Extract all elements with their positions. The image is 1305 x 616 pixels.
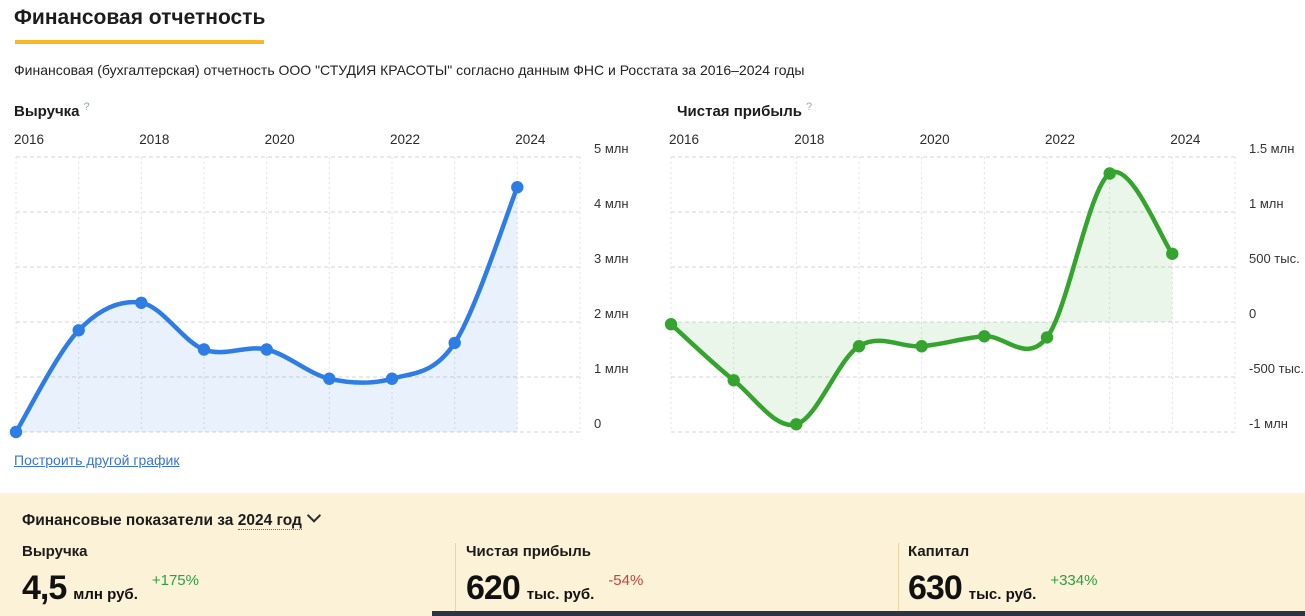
metric-change: -54% <box>608 572 644 589</box>
svg-text:2024: 2024 <box>515 132 546 147</box>
page-subtitle: Финансовая (бухгалтерская) отчетность ОО… <box>14 62 805 78</box>
svg-text:2018: 2018 <box>794 132 824 147</box>
svg-text:2024: 2024 <box>1170 132 1201 147</box>
panel-divider <box>455 543 456 616</box>
svg-text:0: 0 <box>1249 306 1256 321</box>
panel-divider <box>898 543 899 616</box>
net-profit-chart-title: Чистая прибыль? <box>677 101 812 120</box>
panel-header: Финансовые показатели за 2024 год <box>22 508 321 530</box>
svg-text:-500 тыс.: -500 тыс. <box>1249 361 1304 376</box>
svg-text:2016: 2016 <box>14 132 44 147</box>
help-icon[interactable]: ? <box>83 101 90 113</box>
revenue-chart-title: Выручка? <box>14 101 90 120</box>
metric-change: +334% <box>1050 572 1098 589</box>
metric-label: Выручка <box>22 543 88 560</box>
metric-unit: млн руб. <box>73 586 138 603</box>
svg-text:2018: 2018 <box>139 132 169 147</box>
metric-unit: тыс. руб. <box>968 586 1037 603</box>
revenue-chart-title-text: Выручка <box>14 103 80 120</box>
net-profit-chart-title-text: Чистая прибыль <box>677 103 802 120</box>
svg-text:500 тыс.: 500 тыс. <box>1249 251 1300 266</box>
metric-value: 4,5 <box>22 569 67 607</box>
financial-indicators-panel: Финансовые показатели за 2024 год Выручк… <box>0 493 1305 616</box>
metric-unit: тыс. руб. <box>526 586 595 603</box>
metric-net-profit: Чистая прибыль 620 тыс. руб. -54% <box>466 543 643 608</box>
metric-label: Капитал <box>908 543 970 560</box>
panel-header-prefix: Финансовые показатели за <box>22 512 234 529</box>
svg-text:2020: 2020 <box>265 132 295 147</box>
svg-text:3 млн: 3 млн <box>594 251 629 266</box>
revenue-chart[interactable]: 5 млн 4 млн 3 млн 2 млн 1 млн 0 2016 2018 2020 20… <box>0 130 650 450</box>
metric-capital: Капитал 630 тыс. руб. +334% <box>908 543 1097 608</box>
svg-text:2016: 2016 <box>669 132 699 147</box>
metric-label: Чистая прибыль <box>466 543 591 560</box>
svg-text:1 млн: 1 млн <box>594 361 629 376</box>
svg-text:2022: 2022 <box>390 132 420 147</box>
svg-text:5 млн: 5 млн <box>594 141 629 156</box>
svg-text:1.5 млн: 1.5 млн <box>1249 141 1294 156</box>
period-dropdown[interactable]: 2024 год <box>237 512 302 530</box>
svg-text:-1 млн: -1 млн <box>1249 416 1288 431</box>
svg-text:0: 0 <box>594 416 601 431</box>
help-icon[interactable]: ? <box>805 101 813 113</box>
build-other-chart-link[interactable]: Построить другой график <box>14 452 180 468</box>
svg-text:2020: 2020 <box>920 132 950 147</box>
bottom-bar <box>432 611 1305 616</box>
svg-text:2 млн: 2 млн <box>594 306 629 321</box>
chevron-down-icon[interactable] <box>306 508 321 523</box>
title-accent-underline <box>15 40 264 44</box>
page-title: Финансовая отчетность <box>14 6 266 29</box>
svg-text:2022: 2022 <box>1045 132 1075 147</box>
metric-value: 620 <box>466 569 521 607</box>
svg-text:4 млн: 4 млн <box>594 196 629 211</box>
metric-change: +175% <box>151 572 199 589</box>
svg-text:1 млн: 1 млн <box>1249 196 1284 211</box>
metric-value: 630 <box>908 569 963 607</box>
net-profit-chart[interactable]: 1.5 млн 1 млн 500 тыс. 0 -500 тыс. -1 млн 2016… <box>655 130 1305 450</box>
metric-revenue: Выручка 4,5 млн руб. +175% <box>22 543 199 608</box>
